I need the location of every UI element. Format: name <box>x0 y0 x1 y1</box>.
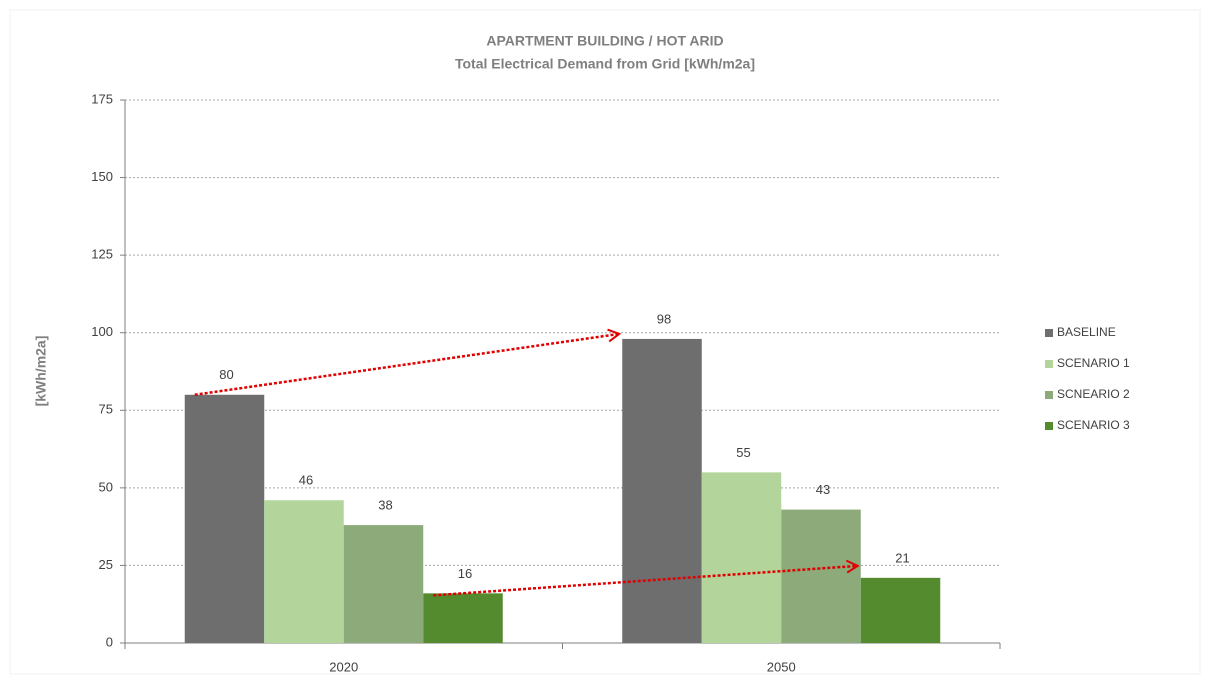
bar <box>184 394 265 643</box>
legend-swatch <box>1045 329 1053 337</box>
y-tick-label: 75 <box>99 402 113 417</box>
bar <box>423 593 503 643</box>
value-label: 43 <box>816 482 830 497</box>
chart-subtitle: Total Electrical Demand from Grid [kWh/m… <box>455 56 755 72</box>
y-tick-label: 175 <box>91 91 113 106</box>
legend-label: SCENARIO 1 <box>1057 356 1130 370</box>
bar <box>343 525 424 643</box>
value-label: 21 <box>895 550 909 565</box>
value-label: 38 <box>378 498 392 513</box>
bar <box>781 509 861 643</box>
value-label: 98 <box>657 311 671 326</box>
value-label: 80 <box>219 367 233 382</box>
bar <box>701 472 782 643</box>
legend-swatch <box>1045 360 1053 368</box>
x-tick-label: 2020 <box>329 659 358 674</box>
legend-swatch <box>1045 422 1053 430</box>
y-tick-label: 150 <box>91 169 113 184</box>
y-tick-label: 50 <box>99 479 113 494</box>
legend-label: SCENARIO 3 <box>1057 418 1130 432</box>
legend-swatch <box>1045 391 1053 399</box>
legend-label: BASELINE <box>1057 325 1116 339</box>
trend-arrow <box>433 566 858 597</box>
bar <box>264 500 344 643</box>
bar <box>860 577 941 643</box>
chart-title: APARTMENT BUILDING / HOT ARID <box>486 33 723 49</box>
y-tick-label: 0 <box>106 634 113 649</box>
x-tick-label: 2050 <box>767 659 796 674</box>
value-label: 46 <box>299 473 313 488</box>
y-axis-label: [kWh/m2a] <box>33 336 49 407</box>
value-label: 55 <box>736 445 750 460</box>
trend-arrow <box>194 334 620 397</box>
bar <box>622 338 702 643</box>
y-tick-label: 25 <box>99 557 113 572</box>
value-label: 16 <box>458 566 472 581</box>
legend-label: SCNEARIO 2 <box>1057 387 1130 401</box>
y-tick-label: 100 <box>91 324 113 339</box>
y-tick-label: 125 <box>91 247 113 262</box>
